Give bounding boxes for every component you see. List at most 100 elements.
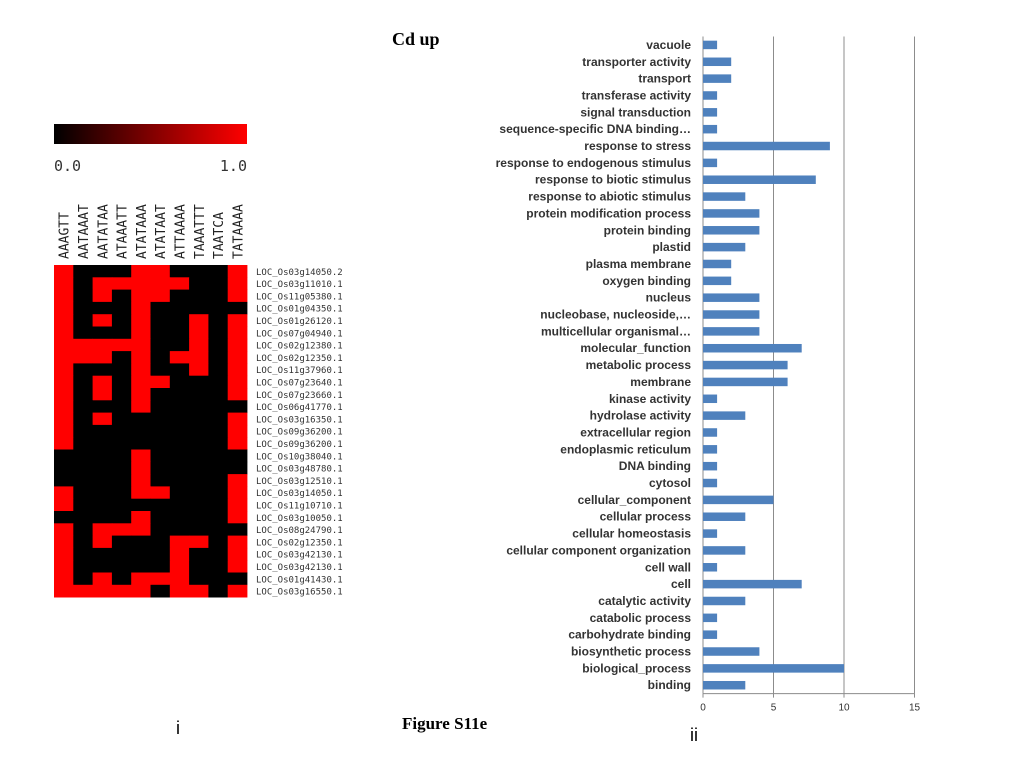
bar	[703, 242, 746, 252]
bar	[703, 91, 718, 100]
category-label: hydrolase activity	[590, 409, 692, 423]
heatmap-cell	[92, 388, 113, 401]
heatmap-row-label: LOC_Os01g26120.1	[256, 317, 343, 327]
heatmap-cell	[189, 351, 209, 364]
heatmap-cell	[189, 449, 209, 463]
heatmap-row-label: LOC_Os10g38040.1	[256, 452, 343, 462]
bar	[703, 495, 774, 505]
heatmap-cell	[131, 437, 151, 450]
category-label: kinase activity	[609, 392, 691, 406]
heatmap-cell	[92, 265, 113, 278]
heatmap-cell	[92, 474, 113, 487]
heatmap-cell	[131, 535, 151, 549]
heatmap-cell	[189, 388, 209, 401]
heatmap-cell	[227, 424, 248, 438]
heatmap-column-label: ATATAAT	[154, 204, 169, 259]
heatmap-cell	[227, 572, 248, 586]
heatmap-row-label: LOC_Os02g12380.1	[256, 342, 343, 352]
heatmap-row-label: LOC_Os02g12350.1	[256, 354, 343, 364]
heatmap-cell	[73, 547, 93, 561]
heatmap-cell	[150, 289, 171, 303]
heatmap-cell	[73, 375, 93, 389]
bar	[703, 259, 732, 269]
heatmap-cell	[54, 400, 74, 413]
x-tick-label: 15	[909, 703, 921, 714]
heatmap-cell	[73, 400, 93, 413]
x-tick-label: 0	[700, 703, 706, 714]
heatmap-cell	[169, 375, 190, 389]
heatmap-cell	[169, 523, 190, 536]
bar	[703, 680, 746, 690]
heatmap-cell	[54, 449, 74, 463]
heatmap-cell	[169, 474, 190, 487]
heatmap-cell	[73, 301, 93, 315]
heatmap-cell	[54, 511, 74, 524]
heatmap-row-label: LOC_Os03g14050.1	[256, 489, 343, 499]
heatmap-cell	[208, 412, 229, 426]
heatmap-cell	[92, 486, 113, 500]
bar	[703, 630, 718, 639]
heatmap-cell	[208, 547, 229, 561]
heatmap-cell	[169, 511, 190, 524]
heatmap-cell	[54, 289, 74, 303]
heatmap-cell	[54, 265, 74, 278]
heatmap-cell	[73, 486, 93, 500]
heatmap-cell	[92, 547, 113, 561]
heatmap-cell	[208, 400, 229, 413]
heatmap-row-label: LOC_Os02g12350.1	[256, 538, 343, 548]
heatmap-cell	[54, 584, 74, 598]
heatmap-cell	[208, 351, 229, 364]
bar	[703, 57, 732, 67]
heatmap-cell	[73, 338, 93, 352]
heatmap-cell	[189, 375, 209, 389]
heatmap-cell	[150, 560, 171, 573]
heatmap-cell	[111, 265, 132, 278]
bar	[703, 394, 718, 404]
heatmap-cell	[208, 584, 229, 598]
heatmap-cell	[189, 289, 209, 303]
heatmap-cell	[208, 511, 229, 524]
heatmap-cell	[189, 584, 209, 598]
heatmap-cell	[169, 265, 190, 278]
category-label: response to abiotic stimulus	[528, 190, 691, 204]
heatmap-cell	[150, 400, 171, 413]
category-label: response to endogenous stimulus	[496, 156, 692, 170]
category-label: protein binding	[604, 223, 691, 237]
figure-title: Figure S11e	[402, 714, 488, 733]
heatmap-cell	[111, 400, 132, 413]
bar	[703, 343, 802, 353]
bar	[703, 141, 830, 151]
heatmap-column-label: ATAAATT	[116, 204, 131, 259]
heatmap-cell	[111, 375, 132, 389]
heatmap-cell	[208, 326, 229, 340]
bar	[703, 546, 746, 555]
heatmap-cell	[227, 486, 248, 500]
heatmap-cell	[169, 400, 190, 413]
heatmap-cell	[131, 560, 151, 573]
heatmap-row-label: LOC_Os11g05380.1	[256, 292, 343, 302]
bar	[703, 529, 718, 538]
category-label: binding	[648, 678, 691, 692]
heatmap-cell	[150, 265, 171, 278]
heatmap-cell	[131, 547, 151, 561]
heatmap-cell	[227, 277, 248, 290]
category-label: plastid	[652, 240, 691, 254]
heatmap-cell	[73, 449, 93, 463]
heatmap-cell	[111, 338, 132, 352]
heatmap-cell	[227, 547, 248, 561]
heatmap-cell	[111, 437, 132, 450]
heatmap-cell	[111, 523, 132, 536]
heatmap-cell	[189, 301, 209, 315]
heatmap-cell	[227, 584, 248, 598]
category-label: cell	[671, 577, 691, 591]
x-tick-label: 10	[838, 703, 850, 714]
heatmap-row-label: LOC_Os11g10710.1	[256, 502, 343, 512]
heatmap-cell	[131, 338, 151, 352]
heatmap-cell	[92, 437, 113, 450]
heatmap-cell	[169, 584, 190, 598]
heatmap-cell	[169, 547, 190, 561]
heatmap-cell	[111, 474, 132, 487]
heatmap-row-label: LOC_Os03g16350.1	[256, 415, 343, 425]
heatmap-cell	[131, 363, 151, 377]
heatmap-cell	[54, 338, 74, 352]
